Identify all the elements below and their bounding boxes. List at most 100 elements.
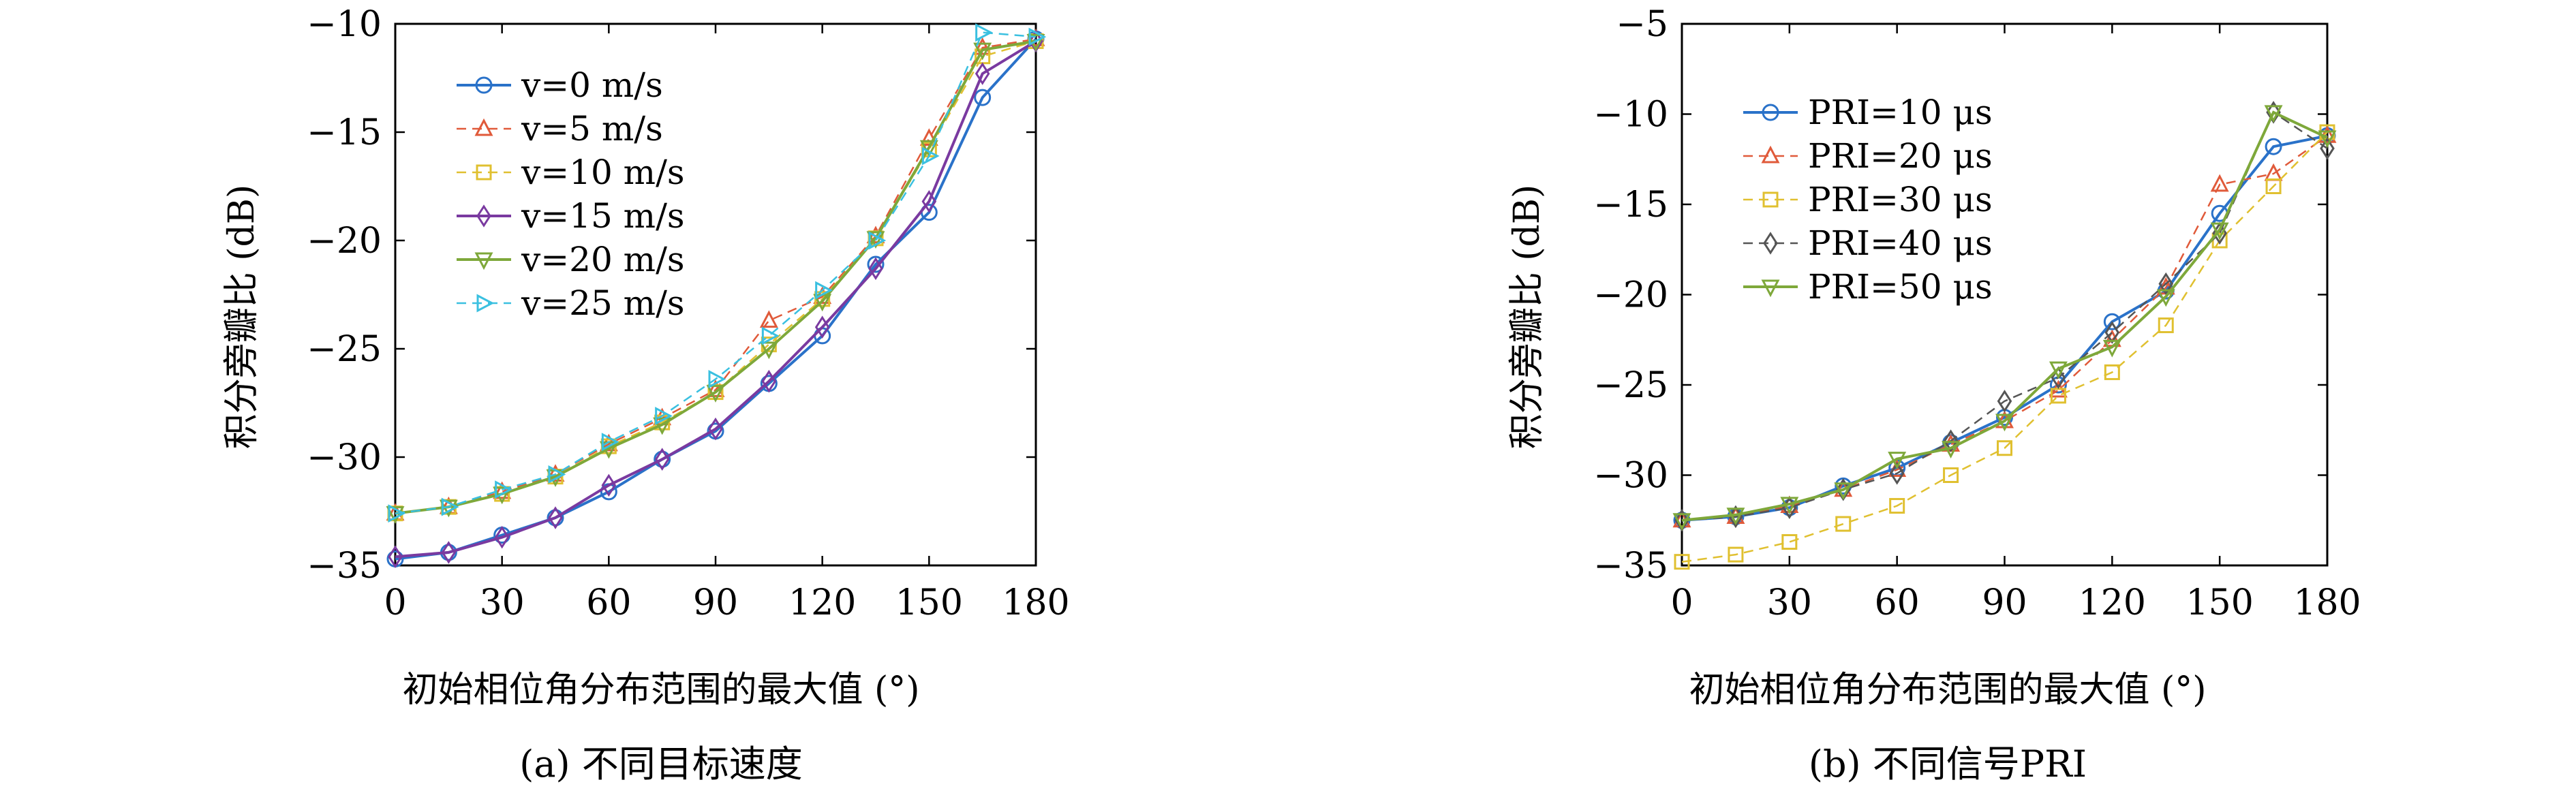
plot-area-a xyxy=(386,22,1047,569)
data-point xyxy=(441,541,457,564)
legend-label: v=20 m/s xyxy=(521,240,685,279)
legend-entry: v=0 m/s xyxy=(457,65,663,105)
x-tick-label: 120 xyxy=(788,582,856,623)
y-tick-label: −10 xyxy=(1593,95,1668,136)
data-point xyxy=(706,385,725,403)
x-axis-label-b: 初始相位角分布范围的最大值 (°) xyxy=(1689,670,2206,711)
y-tick-label: −35 xyxy=(307,546,382,587)
series-line xyxy=(1681,134,2328,522)
data-point xyxy=(1943,429,1959,452)
axes-frame xyxy=(394,22,1037,567)
legend-label: PRI=50 μs xyxy=(1808,267,1993,307)
data-point xyxy=(1781,534,1798,550)
series-line xyxy=(1681,111,2328,522)
data-point xyxy=(868,231,887,250)
data-point xyxy=(547,509,564,527)
y-tick-label: −15 xyxy=(1593,185,1668,225)
y-axis-label-a: 积分旁瓣比 (dB) xyxy=(221,185,262,450)
data-point xyxy=(921,146,940,166)
series-line xyxy=(1681,131,2328,563)
x-tick-label: 90 xyxy=(1982,582,2027,623)
x-tick-label: 180 xyxy=(2293,582,2361,623)
data-point xyxy=(1028,27,1047,46)
y-tick-label: −15 xyxy=(307,112,382,153)
legend-entry: PRI=40 μs xyxy=(1743,223,1993,263)
legend-entry: v=10 m/s xyxy=(457,153,685,192)
data-point xyxy=(388,504,406,523)
series-2 xyxy=(386,29,1045,521)
legend-label: v=25 m/s xyxy=(521,283,685,323)
data-point xyxy=(1780,497,1799,515)
data-point xyxy=(761,326,780,345)
x-tick-label: 30 xyxy=(1767,582,1812,623)
series-4 xyxy=(388,29,1043,569)
y-tick-label: −30 xyxy=(307,437,382,478)
legend-b: PRI=10 μs PRI=20 μs PRI=30 μs PRI=40 μsPRI=… xyxy=(1743,93,1993,307)
series-6 xyxy=(388,23,1047,523)
data-point xyxy=(919,140,938,158)
caption-a: (a) 不同目标速度 xyxy=(519,743,803,785)
series-line xyxy=(1681,110,2328,522)
legend-entry: v=20 m/s xyxy=(457,240,685,279)
legend-label: v=10 m/s xyxy=(521,153,685,192)
series-5 xyxy=(386,33,1045,524)
data-point xyxy=(1997,390,2012,413)
data-point xyxy=(494,525,510,549)
series-2 xyxy=(1672,125,2337,528)
legend-label: PRI=10 μs xyxy=(1808,93,1993,132)
legend-entry: v=25 m/s xyxy=(457,283,685,323)
data-point xyxy=(1726,508,1745,526)
data-point xyxy=(1834,482,1853,500)
caption-b: (b) 不同信号PRI xyxy=(1809,743,2087,785)
data-point xyxy=(1943,467,1959,483)
data-point xyxy=(973,42,992,61)
data-point xyxy=(548,506,563,529)
data-point xyxy=(1997,440,2012,456)
data-point xyxy=(759,341,778,360)
data-point xyxy=(974,89,992,106)
x-tick-label: 90 xyxy=(693,582,738,623)
series-line xyxy=(395,40,1037,514)
axes-frame xyxy=(1681,22,2329,567)
data-point xyxy=(2104,364,2120,380)
data-point xyxy=(867,255,885,273)
legend-a: v=0 m/sv=5 m/s v=10 m/s v=15 m/s v=20 m/s v=… xyxy=(457,65,685,323)
data-point xyxy=(601,433,619,452)
data-point xyxy=(2049,361,2068,379)
legend-label: PRI=20 μs xyxy=(1808,136,1993,176)
x-tick-label: 0 xyxy=(1670,582,1693,623)
legend-label: PRI=30 μs xyxy=(1808,180,1993,219)
legend-marker xyxy=(476,164,492,181)
data-point xyxy=(814,315,830,339)
legend-entry: v=5 m/s xyxy=(457,109,663,149)
data-point xyxy=(2318,130,2337,149)
x-tick-label: 60 xyxy=(586,582,631,623)
series-1 xyxy=(1673,127,2336,529)
data-point xyxy=(1889,498,1905,514)
series-line xyxy=(395,40,1037,559)
y-tick-label: −5 xyxy=(1616,4,1668,45)
legend-marker xyxy=(475,76,493,94)
legend-label: v=15 m/s xyxy=(521,196,685,236)
data-point xyxy=(386,506,405,524)
series-line xyxy=(1681,135,2328,522)
legend-marker xyxy=(474,252,493,270)
chart-panel-a: 0 30 60 90 120 150 180 −35 −30 −25 −20 −15 −10 v=0 m… xyxy=(221,4,1070,785)
data-point xyxy=(2264,105,2283,123)
x-tick-label: 120 xyxy=(2079,582,2146,623)
data-point xyxy=(653,417,672,435)
data-point xyxy=(493,481,512,499)
plot-area-b xyxy=(1672,22,2337,570)
data-point xyxy=(761,369,777,393)
legend-marker xyxy=(1761,145,1780,163)
legend-marker xyxy=(1762,104,1779,121)
data-point xyxy=(1674,554,1690,570)
data-point xyxy=(655,407,673,426)
data-point xyxy=(2103,313,2121,330)
data-point xyxy=(1835,516,1852,532)
data-point xyxy=(2264,163,2283,181)
legend-marker xyxy=(474,118,493,136)
series-line xyxy=(395,31,1037,514)
data-point xyxy=(866,231,885,249)
x-tick-label: 60 xyxy=(1875,582,1920,623)
